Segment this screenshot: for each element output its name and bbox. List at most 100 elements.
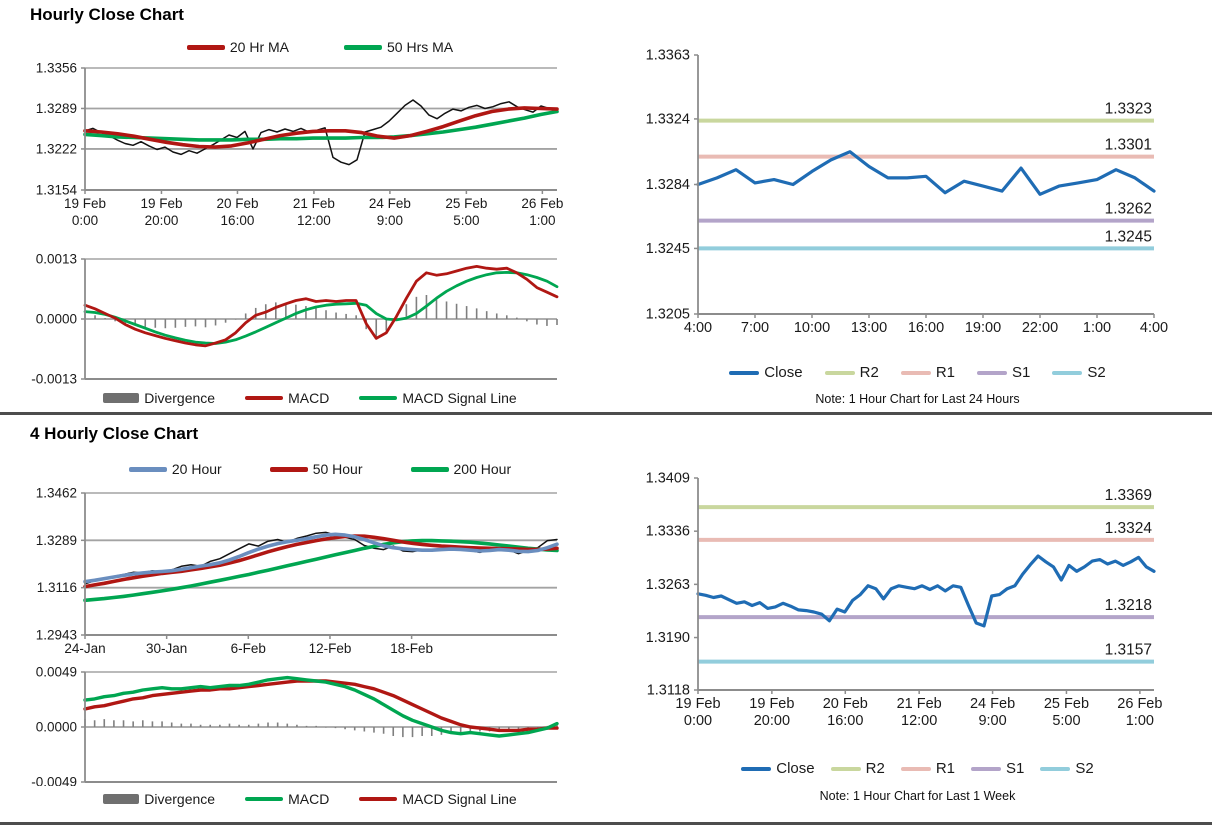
four-hourly-close-chart-title: 4 Hourly Close Chart	[30, 424, 199, 443]
legend-line-swatch	[900, 766, 931, 771]
bar-Divergence	[209, 724, 212, 727]
bar-Divergence	[325, 310, 327, 319]
pivot-label-R1: 1.3324	[1105, 520, 1153, 537]
x-tick-label: 22:00	[1022, 320, 1058, 336]
bar-Divergence	[411, 727, 414, 738]
legend-item-50-hour: 50 Hour	[269, 461, 363, 477]
bar-Divergence	[234, 319, 237, 320]
legend-label: Close	[776, 760, 815, 777]
bar-Divergence	[546, 319, 548, 326]
four-hourly-pivot-note: Note: 1 Hour Chart for Last 1 Week	[819, 789, 1016, 803]
legend-item-divergence: Divergence	[103, 390, 215, 406]
bar-Divergence	[469, 727, 472, 733]
series-MACD	[83, 264, 559, 348]
x-tick-label-line2: 20:00	[145, 213, 179, 228]
x-tick-label: 18-Feb	[390, 641, 433, 656]
x-tick-label-line2: 16:00	[827, 713, 863, 729]
hourly-macd-legend: Divergence MACD MACD Signal Line	[75, 390, 545, 406]
bar-Divergence	[465, 306, 468, 319]
bar-Divergence	[164, 319, 167, 329]
series-Close	[696, 150, 1156, 196]
bar-Divergence	[382, 727, 385, 734]
hourly-macd-canvas: 0.0013 0.0000 -0.0013	[31, 252, 559, 387]
x-tick-label-line2: 5:00	[1052, 713, 1080, 729]
bar-Divergence	[122, 720, 125, 727]
bar-Divergence	[459, 727, 462, 733]
legend-item-s1: S1	[971, 760, 1024, 777]
bar-Divergence	[345, 313, 347, 319]
legend-label: MACD	[288, 791, 330, 807]
legend-line-swatch	[971, 766, 1001, 771]
bar-Divergence	[244, 313, 247, 319]
bar-Divergence	[275, 302, 277, 319]
bar-Divergence	[415, 296, 418, 319]
x-tick-label: 19 Feb	[140, 196, 182, 211]
y-tick-label: 1.3289	[36, 533, 77, 548]
legend-line-swatch	[344, 44, 382, 50]
x-tick-label: 16:00	[908, 320, 944, 336]
x-tick-label-line2: 9:00	[978, 713, 1006, 729]
x-tick-label: 25 Feb	[445, 196, 487, 211]
y-tick-label: 1.3205	[646, 307, 690, 323]
bar-Divergence	[161, 721, 163, 727]
bar-Divergence	[228, 723, 231, 727]
legend-item-r2: R2	[824, 364, 879, 381]
legend-line-swatch	[410, 466, 449, 472]
series-20 Hour	[83, 532, 559, 584]
bar-Divergence	[214, 319, 217, 326]
legend-item-r1: R1	[900, 760, 955, 777]
legend-label: 20 Hr MA	[229, 39, 289, 55]
bar-Divergence	[224, 319, 227, 323]
bar-Divergence	[516, 317, 518, 319]
x-tick-label: 12-Feb	[309, 641, 352, 656]
x-tick-label: 13:00	[851, 320, 887, 336]
legend-item-r1: R1	[900, 364, 955, 381]
legend-item-s1: S1	[977, 364, 1030, 381]
series-MACD Signal Line	[83, 270, 559, 345]
legend-line-swatch	[269, 466, 308, 472]
x-tick-label: 1:00	[1083, 320, 1111, 336]
bar-Divergence	[144, 319, 147, 327]
pivot-label-R2: 1.3323	[1105, 101, 1152, 118]
hourly-ma-legend: 20 Hr MA 50 Hrs MA	[105, 39, 535, 55]
bar-Divergence	[305, 306, 307, 319]
x-tick-label-line2: 9:00	[377, 213, 403, 228]
hourly-close-chart-title: Hourly Close Chart	[30, 5, 184, 24]
bar-Divergence	[295, 304, 297, 319]
x-tick-label: 19 Feb	[64, 196, 106, 211]
bar-Divergence	[104, 318, 106, 319]
legend-item-20-hr-ma: 20 Hr MA	[186, 39, 289, 55]
y-tick-label: 1.3289	[36, 101, 77, 116]
bar-Divergence	[254, 307, 257, 319]
four-hourly-pivot-chart-canvas: 1.3369 1.3324 1.3218 1.3157 1.3409 1.3336 1.32…	[646, 471, 1163, 730]
legend-item-macd: MACD	[245, 791, 329, 807]
legend-label: MACD Signal Line	[402, 390, 517, 406]
x-tick-label: 4:00	[1140, 320, 1168, 336]
y-tick-label: 1.3363	[646, 48, 690, 64]
series-MACD	[83, 675, 559, 738]
legend-item-s2: S2	[1040, 760, 1094, 777]
bar-Divergence	[335, 312, 337, 319]
x-tick-label: 26 Feb	[1117, 696, 1162, 712]
bottom-divider	[0, 822, 1212, 825]
x-tick-label: 20 Feb	[823, 696, 868, 712]
y-tick-label: 1.3409	[646, 471, 690, 487]
bar-Divergence	[450, 727, 452, 734]
y-tick-label: 1.3118	[647, 683, 690, 699]
legend-label: Divergence	[144, 791, 216, 807]
bar-Divergence	[405, 304, 408, 319]
y-tick-label: 1.3116	[37, 580, 77, 595]
pivot-label-R1: 1.3301	[1105, 137, 1152, 154]
series-50 Hour	[83, 534, 559, 589]
x-tick-label-line2: 0:00	[72, 213, 98, 228]
x-tick-label-line2: 1:00	[529, 213, 555, 228]
bar-Divergence	[114, 319, 116, 322]
bar-Divergence	[103, 719, 106, 727]
bar-Divergence	[435, 298, 438, 319]
legend-line-swatch	[245, 797, 284, 801]
bar-Divergence	[526, 319, 528, 322]
x-tick-label-line2: 5:00	[453, 213, 479, 228]
bar-Divergence	[113, 720, 115, 727]
legend-item-divergence: Divergence	[103, 791, 215, 807]
